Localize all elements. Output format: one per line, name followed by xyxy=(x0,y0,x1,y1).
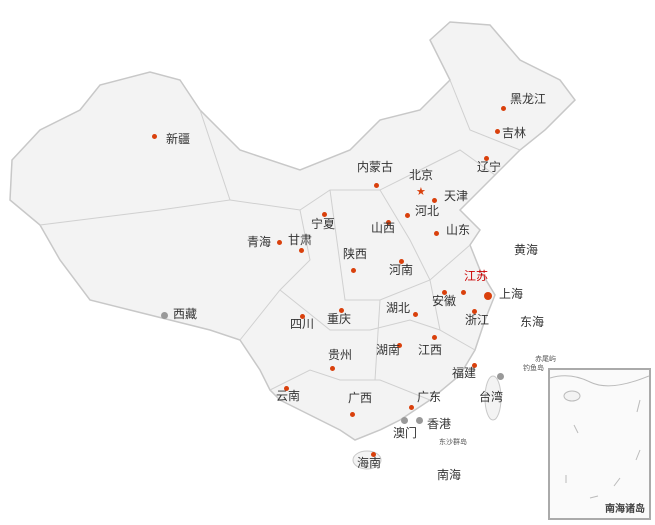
province-label[interactable]: 四川 xyxy=(290,317,315,331)
province-label[interactable]: 海南 xyxy=(357,456,382,470)
province-label[interactable]: 湖南 xyxy=(376,343,401,357)
province-label[interactable]: 宁夏 xyxy=(311,217,336,231)
island-label: 钓鱼岛 xyxy=(523,364,544,372)
province-label[interactable]: 广西 xyxy=(348,391,373,405)
province-label[interactable]: 台湾 xyxy=(479,390,504,404)
marker-neimenggu[interactable] xyxy=(373,182,379,188)
marker-jiangsu[interactable] xyxy=(460,289,466,295)
marker-fujian[interactable] xyxy=(471,362,477,368)
province-label[interactable]: 云南 xyxy=(276,389,301,403)
marker-ningxia[interactable] xyxy=(321,211,327,217)
marker-zhejiang[interactable] xyxy=(471,308,477,314)
marker-chongqing[interactable] xyxy=(338,307,344,313)
province-label[interactable]: 安徽 xyxy=(432,294,457,308)
marker-shandong[interactable] xyxy=(433,230,439,236)
marker-qinghai[interactable] xyxy=(276,239,282,245)
marker-heilongjiang[interactable] xyxy=(500,105,506,111)
marker-shaanxi[interactable] xyxy=(350,267,356,273)
marker-macau[interactable] xyxy=(400,416,408,424)
marker-shanghai[interactable] xyxy=(484,292,492,300)
province-label[interactable]: 重庆 xyxy=(327,312,352,326)
inset-title: 南海诸岛 xyxy=(605,504,645,515)
province-label[interactable]: 江西 xyxy=(418,343,443,357)
province-label[interactable]: 甘肃 xyxy=(288,233,313,247)
province-label-highlighted[interactable]: 江苏 xyxy=(464,269,489,283)
marker-gansu[interactable] xyxy=(298,247,304,253)
province-borders xyxy=(39,79,521,401)
marker-jiangxi[interactable] xyxy=(431,334,437,340)
marker-guangxi[interactable] xyxy=(349,411,355,417)
province-label[interactable]: 澳门 xyxy=(393,426,418,440)
taiwan-island xyxy=(484,375,502,421)
province-label[interactable]: 湖北 xyxy=(386,301,411,315)
marker-yunnan[interactable] xyxy=(283,385,289,391)
inset-islands xyxy=(550,375,649,499)
sea-label: 南海 xyxy=(437,468,462,482)
marker-hebei[interactable] xyxy=(404,212,410,218)
province-label[interactable]: 天津 xyxy=(444,189,469,203)
province-label[interactable]: 贵州 xyxy=(328,348,353,362)
marker-xinjiang[interactable] xyxy=(151,133,157,139)
province-label[interactable]: 辽宁 xyxy=(477,160,502,174)
province-label[interactable]: 陕西 xyxy=(343,247,368,261)
province-label[interactable]: 浙江 xyxy=(465,313,490,327)
province-label[interactable]: 北京 xyxy=(409,168,434,182)
province-label[interactable]: 上海 xyxy=(499,287,524,301)
province-label[interactable]: 香港 xyxy=(427,417,452,431)
island-label: 赤尾屿 xyxy=(535,355,556,363)
marker-henan[interactable] xyxy=(398,258,404,264)
marker-jilin[interactable] xyxy=(494,128,500,134)
province-label[interactable]: 山西 xyxy=(371,221,396,235)
marker-guizhou[interactable] xyxy=(329,365,335,371)
marker-guangdong[interactable] xyxy=(408,404,414,410)
province-label[interactable]: 西藏 xyxy=(173,307,198,321)
marker-sichuan[interactable] xyxy=(299,313,305,319)
province-label[interactable]: 青海 xyxy=(247,235,272,249)
sea-label: 东海 xyxy=(520,315,545,329)
marker-taiwan[interactable] xyxy=(496,372,504,380)
sea-label: 黄海 xyxy=(514,243,539,257)
marker-tianjin[interactable] xyxy=(431,197,437,203)
province-label[interactable]: 山东 xyxy=(446,223,471,237)
province-label[interactable]: 河北 xyxy=(415,204,440,218)
province-label[interactable]: 吉林 xyxy=(502,126,527,140)
marker-hunan[interactable] xyxy=(396,342,402,348)
marker-hongkong[interactable] xyxy=(415,416,423,424)
province-label[interactable]: 黑龙江 xyxy=(510,92,547,106)
island-label: 东沙群岛 xyxy=(439,438,467,446)
province-label[interactable]: 内蒙古 xyxy=(357,160,394,174)
marker-liaoning[interactable] xyxy=(483,155,489,161)
province-label[interactable]: 广东 xyxy=(417,390,442,404)
province-label[interactable]: 福建 xyxy=(452,366,477,380)
province-label[interactable]: 新疆 xyxy=(166,132,191,146)
marker-hubei[interactable] xyxy=(412,311,418,317)
marker-anhui[interactable] xyxy=(441,289,447,295)
south-china-sea-inset: 南海诸岛 xyxy=(548,368,651,520)
capital-star-icon[interactable]: ★ xyxy=(416,185,426,198)
marker-xizang[interactable] xyxy=(160,311,168,319)
marker-hainan[interactable] xyxy=(370,451,376,457)
province-label[interactable]: 河南 xyxy=(389,263,414,277)
marker-shanxi[interactable] xyxy=(385,219,391,225)
